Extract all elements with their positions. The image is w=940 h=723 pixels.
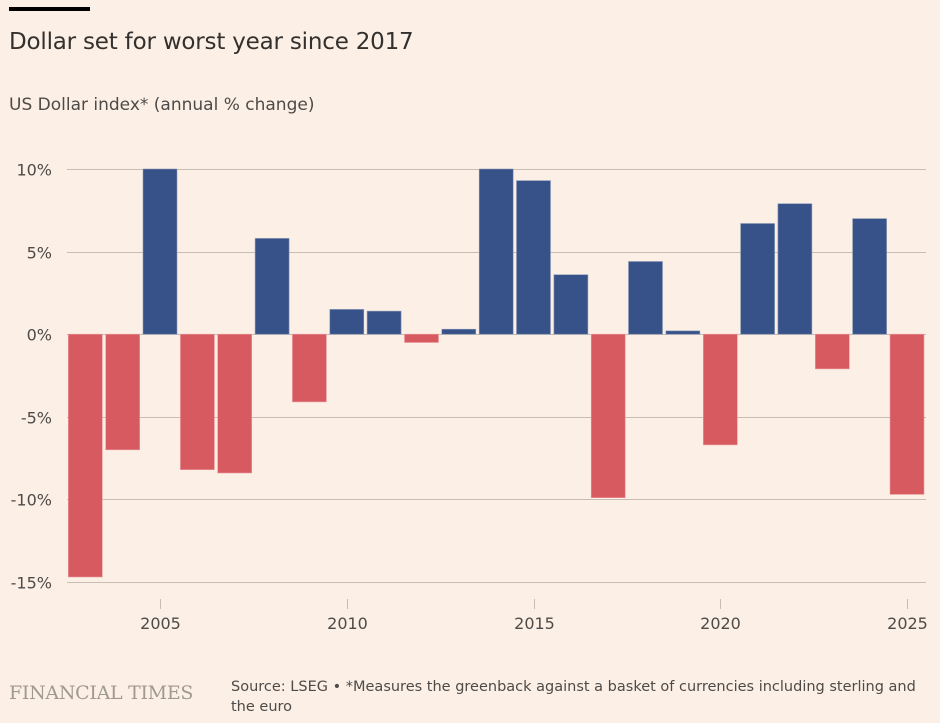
y-tick-label: 0%: [27, 326, 52, 345]
bar-2009: [292, 333, 327, 403]
bar-2023: [814, 333, 850, 370]
x-tick-label: 2020: [700, 614, 741, 633]
ft-logo: FINANCIAL TIMES: [9, 682, 194, 704]
bar-2025: [889, 333, 925, 495]
ft-top-rule: [9, 7, 90, 11]
source-note: Source: LSEG • *Measures the greenback a…: [231, 679, 916, 715]
bar-2015: [516, 180, 551, 335]
y-tick-label: -15%: [11, 574, 52, 593]
bar-2021: [740, 223, 775, 335]
bar-2024: [852, 218, 887, 335]
y-tick-label: -10%: [11, 491, 52, 510]
x-tick-label: 2015: [514, 614, 555, 633]
y-tick-label: -5%: [21, 409, 52, 428]
bar-2003: [68, 333, 103, 578]
chart-title: Dollar set for worst year since 2017: [9, 29, 414, 55]
bar-2006: [180, 333, 215, 471]
x-tick-label: 2005: [140, 614, 181, 633]
bar-2012: [404, 333, 439, 343]
x-tick-label: 2025: [887, 614, 928, 633]
bar-2013: [441, 328, 477, 335]
bar-2004: [105, 333, 140, 451]
bars: [68, 168, 925, 578]
bar-2005: [142, 168, 178, 335]
chart-subtitle: US Dollar index* (annual % change): [9, 95, 315, 115]
y-tick-label: 5%: [27, 244, 52, 263]
y-tick-label: 10%: [16, 161, 52, 180]
bar-2014: [478, 168, 514, 335]
bar-2018: [628, 261, 663, 335]
bar-2017: [590, 333, 626, 499]
bar-2020: [702, 333, 738, 446]
x-axis: 2005 2010 2015 2020 2025: [140, 599, 928, 633]
bar-2008: [254, 238, 290, 335]
y-axis: 10% 5% 0% -5% -10% -15%: [11, 161, 52, 593]
bar-2019: [665, 330, 701, 335]
bar-2022: [777, 203, 813, 335]
x-tick-label: 2010: [327, 614, 368, 633]
bar-chart: 10% 5% 0% -5% -10% -15% 2005 2010 2015 2020 2025: [11, 161, 928, 634]
bar-2007: [217, 333, 252, 474]
bar-2016: [553, 274, 589, 335]
bar-2011: [366, 310, 402, 335]
bar-2010: [329, 309, 365, 335]
